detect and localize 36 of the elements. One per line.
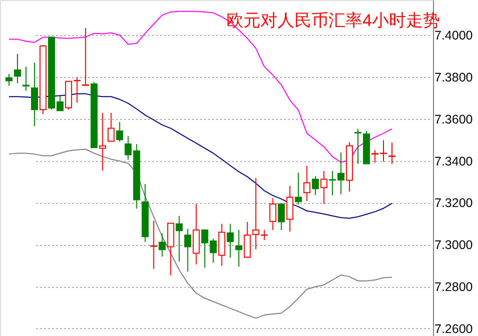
y-tick-label: 7.3000 <box>434 238 473 252</box>
y-tick-label: 7.3800 <box>434 70 473 84</box>
candlestick <box>150 220 158 270</box>
candlestick <box>294 172 302 206</box>
candlestick <box>108 112 115 142</box>
candlestick <box>218 223 226 266</box>
candlestick <box>184 228 192 272</box>
candlestick <box>116 121 124 142</box>
candlestick <box>176 215 183 262</box>
candlestick <box>192 203 200 265</box>
candlestick <box>82 28 90 86</box>
candlestick <box>31 62 38 126</box>
candlestick <box>303 166 310 202</box>
candlestick <box>388 142 396 164</box>
candlestick <box>320 170 328 204</box>
y-tick-label: 7.4000 <box>434 28 473 43</box>
candlestick <box>22 66 30 92</box>
candlestick <box>312 176 319 196</box>
candlestick <box>235 229 242 268</box>
y-tick-label: 7.2600 <box>434 322 473 336</box>
text: 欧元对人民币汇率4小时走势 <box>226 11 440 30</box>
candlestick <box>354 128 362 164</box>
candlestick <box>278 203 285 230</box>
candlestick <box>158 232 166 258</box>
candlestick <box>99 112 106 172</box>
candlestick <box>286 185 294 232</box>
candlestick <box>226 223 234 258</box>
candlestick <box>6 73 12 86</box>
y-tick-label: 7.3200 <box>434 196 473 210</box>
y-tick-label: 7.2800 <box>434 280 473 294</box>
candlestick <box>167 222 174 276</box>
y-tick-label: 7.3600 <box>434 112 473 126</box>
candlestick <box>269 198 276 230</box>
candlestick <box>14 54 22 84</box>
candlestick <box>74 76 81 104</box>
y-tick-label: 7.3400 <box>434 154 473 168</box>
